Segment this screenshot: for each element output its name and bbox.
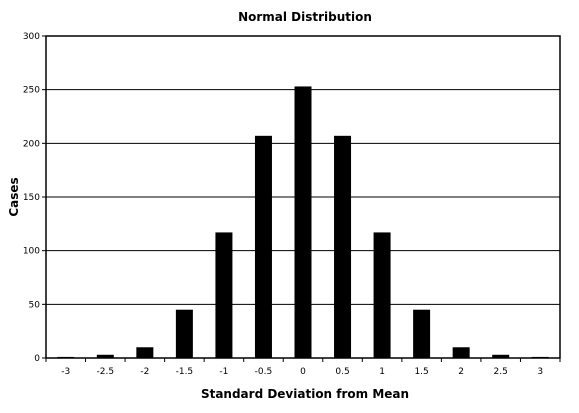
bar [334, 135, 352, 358]
bar [373, 232, 391, 358]
y-axis-ticks: 0 50 100 150 200 250 300 [23, 32, 46, 364]
bar [254, 135, 272, 358]
x-axis-ticks: -3 -2.5 -2 -1.5 -1 -0.5 0 0.5 1 1.5 2 2.5 3 [45, 358, 561, 377]
y-tick-label: 50 [29, 300, 41, 310]
bars [57, 86, 549, 359]
x-axis-label: Standard Deviation from Mean [201, 387, 409, 401]
bar [96, 354, 114, 358]
y-tick-label: 0 [34, 354, 40, 364]
chart-title: Normal Distribution [238, 10, 372, 24]
y-tick-label: 150 [23, 193, 40, 203]
x-tick-label: 0 [300, 367, 306, 377]
x-tick-label: -2.5 [97, 367, 115, 377]
bar [136, 347, 154, 358]
x-tick-label: -3 [61, 367, 70, 377]
x-tick-label: 2 [458, 367, 464, 377]
x-tick-label: 2.5 [494, 367, 508, 377]
y-tick-label: 200 [23, 139, 40, 149]
x-tick-label: 1.5 [414, 367, 428, 377]
y-tick-label: 250 [23, 86, 40, 96]
x-tick-label: 1 [379, 367, 385, 377]
bar [413, 309, 431, 358]
bar [215, 232, 233, 358]
bar [175, 309, 193, 358]
y-axis-label: Cases [7, 177, 21, 216]
y-tick-label: 300 [23, 32, 40, 42]
x-tick-label: 0.5 [335, 367, 349, 377]
y-tick-label: 100 [23, 247, 40, 257]
x-tick-label: -0.5 [255, 367, 273, 377]
x-tick-label: -1.5 [176, 367, 194, 377]
bar [294, 86, 312, 359]
x-tick-label: 3 [537, 367, 543, 377]
bar [492, 354, 510, 358]
x-tick-label: -2 [140, 367, 149, 377]
x-tick-label: -1 [219, 367, 228, 377]
bar [452, 347, 470, 358]
